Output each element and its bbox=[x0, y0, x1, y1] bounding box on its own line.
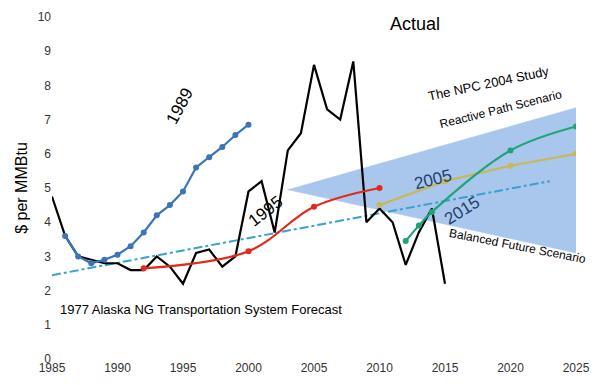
svg-text:2020: 2020 bbox=[497, 361, 524, 375]
svg-text:0: 0 bbox=[44, 352, 51, 366]
svg-text:9: 9 bbox=[44, 44, 51, 58]
svg-text:2005: 2005 bbox=[412, 166, 453, 194]
svg-text:2: 2 bbox=[44, 284, 51, 298]
svg-text:Balanced Future Scenario: Balanced Future Scenario bbox=[448, 226, 587, 266]
svg-text:2025: 2025 bbox=[563, 361, 590, 375]
svg-text:1995: 1995 bbox=[170, 361, 197, 375]
svg-text:1985: 1985 bbox=[39, 361, 66, 375]
svg-text:Actual: Actual bbox=[390, 14, 440, 34]
svg-text:1989: 1989 bbox=[163, 85, 198, 127]
svg-text:2000: 2000 bbox=[235, 361, 262, 375]
svg-text:1977 Alaska NG Transportation: 1977 Alaska NG Transportation System For… bbox=[60, 302, 342, 317]
svg-text:6: 6 bbox=[44, 147, 51, 161]
svg-text:2005: 2005 bbox=[301, 361, 328, 375]
svg-text:4: 4 bbox=[44, 215, 51, 229]
svg-text:$ per MMBtu: $ per MMBtu bbox=[13, 142, 30, 234]
svg-text:5: 5 bbox=[44, 181, 51, 195]
svg-text:1990: 1990 bbox=[104, 361, 131, 375]
svg-text:2015: 2015 bbox=[432, 361, 459, 375]
svg-text:Reactive Path Scenario: Reactive Path Scenario bbox=[438, 87, 563, 131]
svg-text:1: 1 bbox=[44, 318, 51, 332]
svg-text:2010: 2010 bbox=[366, 361, 393, 375]
svg-text:2015: 2015 bbox=[441, 192, 483, 228]
svg-text:3: 3 bbox=[44, 250, 51, 264]
svg-text:8: 8 bbox=[44, 79, 51, 93]
svg-text:7: 7 bbox=[44, 113, 51, 127]
svg-text:The NPC 2004 Study: The NPC 2004 Study bbox=[427, 63, 551, 103]
svg-text:10: 10 bbox=[38, 10, 52, 24]
svg-text:1995: 1995 bbox=[245, 192, 287, 230]
